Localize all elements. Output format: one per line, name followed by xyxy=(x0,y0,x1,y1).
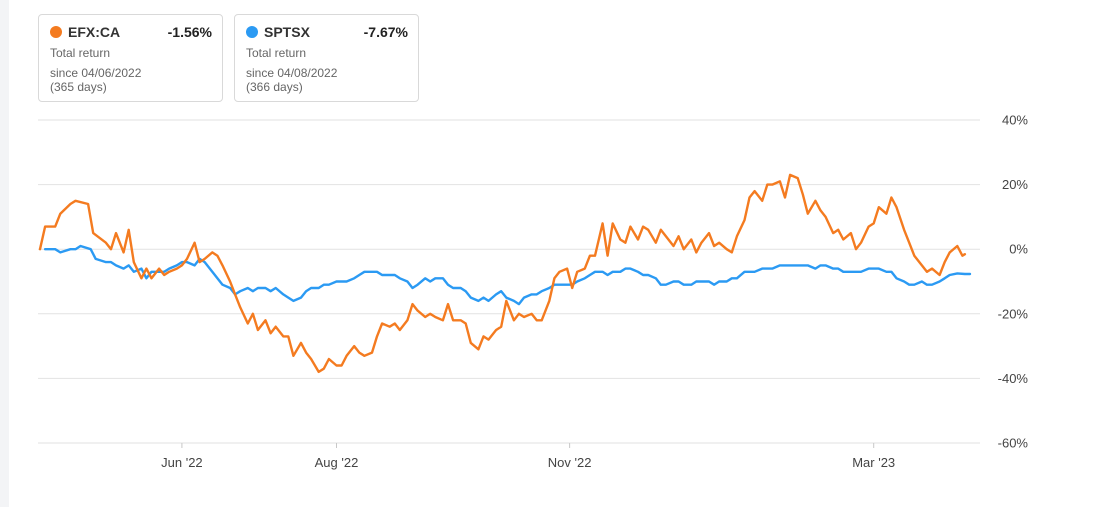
x-tick-label: Nov '22 xyxy=(548,455,592,470)
legend-card-sptsx: SPTSX -7.67% Total return since 04/08/20… xyxy=(234,14,419,102)
y-tick-label: 0% xyxy=(1009,242,1028,257)
sptsx-return-label: Total return xyxy=(246,46,307,60)
sptsx-change: -7.67% xyxy=(363,24,408,40)
sptsx-since: since 04/08/2022 xyxy=(246,66,338,80)
x-tick-label: Aug '22 xyxy=(315,455,359,470)
legend-card-efx: EFX:CA -1.56% Total return since 04/06/2… xyxy=(38,14,223,102)
series-line-efx-ca xyxy=(38,173,967,374)
y-tick-label: 40% xyxy=(1002,113,1028,128)
x-tick-label: Mar '23 xyxy=(852,455,895,470)
y-tick-label: -60% xyxy=(998,436,1029,451)
efx-days: (365 days) xyxy=(50,80,107,94)
efx-series-dot xyxy=(50,26,62,38)
series-line-sptsx xyxy=(43,244,972,306)
left-edge-strip xyxy=(0,0,9,507)
efx-change: -1.56% xyxy=(167,24,212,40)
sptsx-days: (366 days) xyxy=(246,80,303,94)
sptsx-symbol: SPTSX xyxy=(264,24,310,40)
sptsx-series-dot xyxy=(246,26,258,38)
efx-since: since 04/06/2022 xyxy=(50,66,142,80)
y-tick-label: -20% xyxy=(998,306,1029,321)
y-tick-label: 20% xyxy=(1002,177,1028,192)
efx-return-label: Total return xyxy=(50,46,111,60)
x-tick-label: Jun '22 xyxy=(161,455,203,470)
y-tick-label: -40% xyxy=(998,371,1029,386)
efx-symbol: EFX:CA xyxy=(68,24,121,40)
